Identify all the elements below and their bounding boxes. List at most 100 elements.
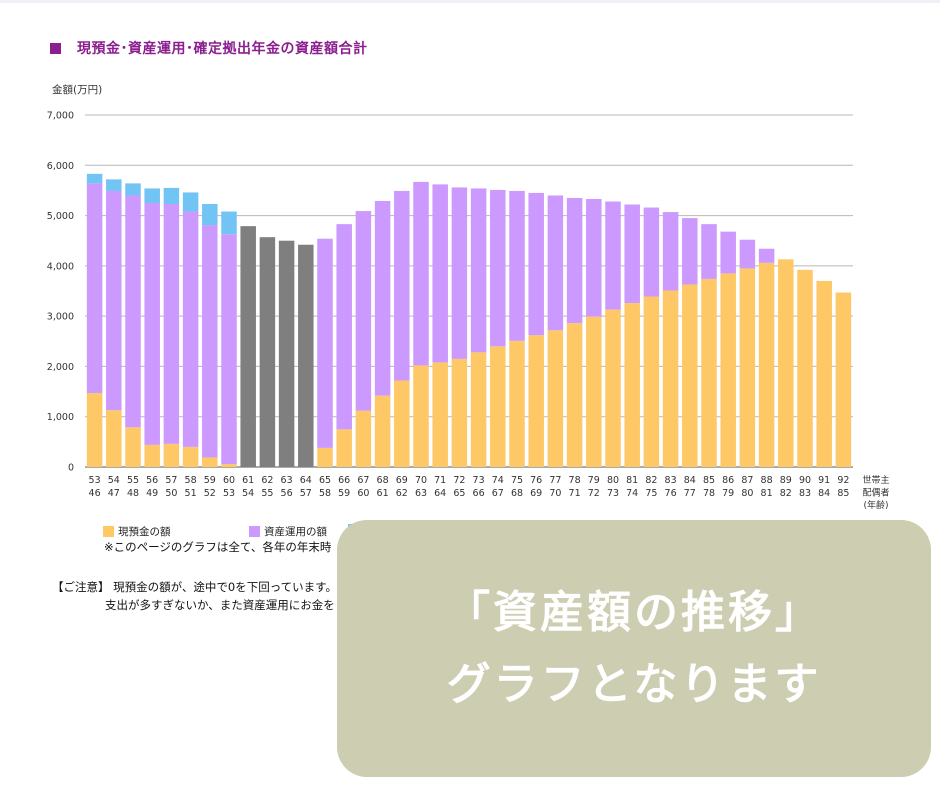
bar-segment — [394, 190, 410, 381]
x-tick-label-spouse: 58 — [319, 488, 331, 499]
x-tick-label-head: 92 — [837, 475, 849, 486]
y-axis-label: 金額(万円) — [52, 84, 103, 96]
x-tick-label-spouse: 59 — [338, 488, 350, 499]
bar-segment — [125, 183, 141, 196]
bar-segment — [202, 204, 218, 226]
x-tick-label-spouse: 49 — [146, 488, 158, 499]
bar-segment — [355, 211, 372, 411]
x-tick-label-spouse: 65 — [453, 488, 465, 499]
legend-item-investment: 資産運用の額 — [249, 524, 327, 539]
x-tick-label-spouse: 60 — [357, 488, 369, 499]
x-tick-label-head: 69 — [396, 475, 408, 486]
bar-segment — [662, 212, 679, 291]
legend-item-cash: 現預金の額 — [103, 524, 171, 539]
bar-segment — [662, 290, 679, 467]
x-tick-label-head: 91 — [818, 475, 830, 486]
bar-segment — [413, 365, 429, 467]
x-tick-label-head: 54 — [108, 475, 120, 486]
y-tick-label: 6,000 — [47, 161, 74, 172]
bar-segment — [528, 192, 544, 336]
caution-line-2: 支出が多すぎないか、また資産運用にお金を — [105, 598, 335, 612]
bar-segment — [182, 211, 199, 447]
legend-label-investment: 資産運用の額 — [264, 526, 327, 538]
bar-segment — [470, 188, 487, 353]
chart-note: ※このページのグラフは全て、各年の年末時 — [104, 540, 332, 554]
bar-segment — [202, 225, 218, 458]
x-tick-label-spouse: 67 — [492, 488, 504, 499]
bar-segment — [374, 395, 391, 467]
bar-segment — [643, 207, 660, 297]
x-tick-label-spouse: 61 — [377, 488, 389, 499]
bar-segment — [317, 238, 333, 448]
x-tick-label-spouse: 57 — [300, 488, 312, 499]
caption-overlay: 「資産額の推移」 グラフとなります — [337, 520, 931, 777]
x-tick-label-head: 88 — [761, 475, 773, 486]
bar-segment — [278, 240, 295, 467]
x-tick-label-spouse: 54 — [242, 488, 254, 499]
bar-segment — [374, 200, 391, 396]
bar-segment — [547, 330, 564, 467]
chart-title-row: 現預金･資産運用･確定拠出年金の資産額合計 — [50, 38, 368, 58]
x-tick-label-head: 86 — [722, 475, 734, 486]
bar-segment — [125, 427, 141, 467]
x-tick-label-head: 66 — [338, 475, 350, 486]
x-tick-label-spouse: 55 — [261, 488, 273, 499]
x-tick-label-spouse: 76 — [665, 488, 677, 499]
bar-segment — [163, 187, 180, 204]
bar-segment — [182, 192, 199, 212]
bar-segment — [336, 224, 352, 430]
x-tick-label-spouse: 47 — [108, 488, 120, 499]
bar-segment — [643, 296, 660, 467]
bar-segment — [547, 195, 564, 331]
legend-label-cash: 現預金の額 — [118, 526, 171, 538]
x-tick-label-head: 56 — [146, 475, 158, 486]
x-tick-label-head: 77 — [549, 475, 561, 486]
y-tick-label: 2,000 — [47, 362, 74, 373]
y-tick-label: 3,000 — [47, 312, 74, 323]
x-axis-title-line: 世帯主 — [862, 474, 889, 486]
x-tick-label-spouse: 75 — [645, 488, 657, 499]
x-tick-label-spouse: 48 — [127, 488, 139, 499]
x-tick-label-head: 82 — [645, 475, 657, 486]
x-tick-label-spouse: 69 — [530, 488, 542, 499]
x-tick-label-spouse: 56 — [281, 488, 293, 499]
x-tick-label-head: 89 — [780, 475, 792, 486]
x-tick-label-head: 58 — [185, 475, 197, 486]
x-tick-label-spouse: 78 — [703, 488, 715, 499]
bar-segment — [739, 268, 756, 467]
x-tick-label-head: 73 — [473, 475, 485, 486]
x-tick-label-spouse: 64 — [434, 488, 446, 499]
bar-segment — [144, 188, 160, 203]
bar-segment — [259, 237, 276, 467]
x-tick-label-spouse: 70 — [549, 488, 561, 499]
y-tick-label: 7,000 — [47, 111, 74, 122]
bar-segment — [586, 198, 602, 317]
x-tick-label-head: 78 — [569, 475, 581, 486]
bar-segment — [86, 173, 103, 184]
bar-segment — [317, 447, 333, 467]
x-tick-label-head: 57 — [165, 475, 177, 486]
bar-segment — [816, 280, 832, 467]
overlay-line-2: グラフとなります — [446, 658, 822, 710]
x-tick-label-head: 79 — [588, 475, 600, 486]
x-tick-label-head: 74 — [492, 475, 504, 486]
stacked-bar-chart: 0 1,000 2,000 3,000 4,000 5,000 6,000 7,000 53 46… — [47, 111, 890, 512]
x-tick-label-spouse: 50 — [165, 488, 177, 499]
x-tick-label-spouse: 79 — [722, 488, 734, 499]
x-tick-label-head: 67 — [357, 475, 369, 486]
bar-segment — [566, 323, 583, 467]
bar-segment — [758, 248, 775, 263]
bar-segment — [490, 346, 506, 467]
y-tick-label: 4,000 — [47, 261, 74, 272]
x-tick-label-head: 85 — [703, 475, 715, 486]
bar-segment — [451, 358, 468, 467]
bar-segment — [528, 335, 544, 467]
x-tick-label-head: 83 — [665, 475, 677, 486]
bar-segment — [701, 224, 717, 279]
bar-segment — [86, 393, 103, 467]
x-tick-label-spouse: 51 — [185, 488, 197, 499]
bar-segment — [720, 273, 736, 467]
bar-segment — [106, 179, 122, 191]
x-tick-label-spouse: 74 — [626, 488, 638, 499]
x-tick-label-head: 87 — [741, 475, 753, 486]
